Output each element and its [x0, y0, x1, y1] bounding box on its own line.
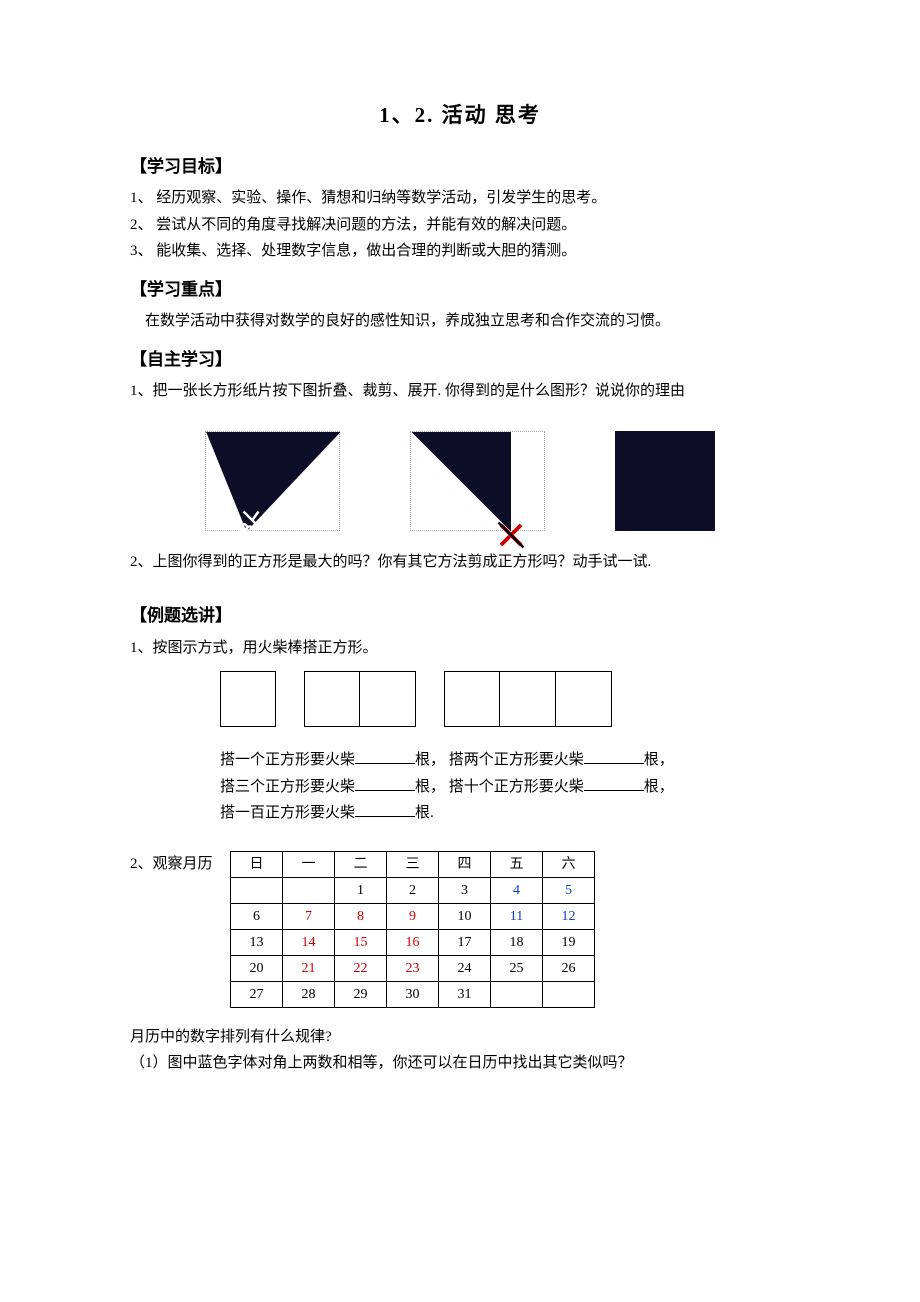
ex1-text: 根， [644, 779, 674, 795]
matchstick-cell [304, 671, 360, 727]
calendar-cell [491, 981, 543, 1007]
calendar-cell: 2 [387, 877, 439, 903]
calendar-cell [283, 877, 335, 903]
calendar-cell: 30 [387, 981, 439, 1007]
calendar-cell: 21 [283, 955, 335, 981]
calendar-cell: 6 [231, 903, 283, 929]
calendar-cell [231, 877, 283, 903]
calendar-header-cell: 五 [491, 851, 543, 877]
fold-figure-1 [205, 431, 340, 531]
heading-goals: 【学习目标】 [130, 154, 790, 180]
matchstick-cell [444, 671, 500, 727]
calendar-subquestion: （1）图中蓝色字体对角上两数和相等，你还可以在日历中找出其它类似吗？ [130, 1052, 790, 1075]
focus-text: 在数学活动中获得对数学的良好的感性知识，养成独立思考和合作交流的习惯。 [130, 310, 790, 333]
matchstick-group [304, 671, 416, 727]
calendar-cell: 7 [283, 903, 335, 929]
ex1-text: 根， 搭十个正方形要火柴 [415, 779, 584, 795]
calendar-header-cell: 日 [231, 851, 283, 877]
calendar-cell [543, 981, 595, 1007]
scissors-icon [496, 520, 526, 550]
ex1-fill-blanks: 搭一个正方形要火柴根， 搭两个正方形要火柴根， 搭三个正方形要火柴根， 搭十个正… [220, 749, 790, 825]
calendar-cell: 22 [335, 955, 387, 981]
self-q1: 1、把一张长方形纸片按下图折叠、裁剪、展开. 你得到的是什么图形？说说你的理由 [130, 380, 790, 403]
ex1-text: 根， [644, 752, 674, 768]
calendar-cell: 23 [387, 955, 439, 981]
calendar-cell: 1 [335, 877, 387, 903]
calendar-cell: 27 [231, 981, 283, 1007]
blank [584, 776, 644, 791]
scissors-icon [236, 504, 266, 534]
calendar-cell: 26 [543, 955, 595, 981]
calendar-cell: 29 [335, 981, 387, 1007]
matchstick-group [220, 671, 276, 727]
calendar-table: 日一二三四五六123456789101112131415161718192021… [230, 851, 595, 1008]
matchstick-cell [360, 671, 416, 727]
calendar-cell: 16 [387, 929, 439, 955]
calendar-cell: 28 [283, 981, 335, 1007]
ex1-text: 根. [415, 805, 434, 821]
calendar-header-cell: 一 [283, 851, 335, 877]
heading-self-study: 【自主学习】 [130, 347, 790, 373]
goal-item: 3、 能收集、选择、处理数字信息，做出合理的判断或大胆的猜测。 [130, 240, 790, 263]
self-q2: 2、上图你得到的正方形是最大的吗？你有其它方法剪成正方形吗？动手试一试. [130, 551, 790, 574]
calendar-header-cell: 六 [543, 851, 595, 877]
ex1-text: 根， 搭两个正方形要火柴 [415, 752, 584, 768]
calendar-cell: 17 [439, 929, 491, 955]
calendar-cell: 25 [491, 955, 543, 981]
blank [355, 776, 415, 791]
blank [355, 749, 415, 764]
document-title: 1、2. 活动 思考 [130, 100, 790, 132]
calendar-cell: 14 [283, 929, 335, 955]
calendar-cell: 15 [335, 929, 387, 955]
calendar-cell: 5 [543, 877, 595, 903]
matchstick-cell [556, 671, 612, 727]
calendar-cell: 20 [231, 955, 283, 981]
goal-item: 1、 经历观察、实验、操作、猜想和归纳等数学活动，引发学生的思考。 [130, 187, 790, 210]
matchstick-group [444, 671, 612, 727]
ex2-intro: 2、观察月历 [130, 851, 230, 876]
fold-figure-2 [410, 431, 545, 531]
goal-item: 2、 尝试从不同的角度寻找解决问题的方法，并能有效的解决问题。 [130, 214, 790, 237]
calendar-cell: 4 [491, 877, 543, 903]
ex1-text: 搭三个正方形要火柴 [220, 779, 355, 795]
ex1-intro: 1、按图示方式，用火柴棒搭正方形。 [130, 637, 790, 660]
calendar-cell: 24 [439, 955, 491, 981]
calendar-cell: 10 [439, 903, 491, 929]
blank [355, 802, 415, 817]
matchstick-cell [500, 671, 556, 727]
calendar-cell: 8 [335, 903, 387, 929]
calendar-header-cell: 三 [387, 851, 439, 877]
blank [584, 749, 644, 764]
fold-figure-3 [615, 431, 715, 531]
calendar-header-cell: 四 [439, 851, 491, 877]
calendar-cell: 31 [439, 981, 491, 1007]
ex1-text: 搭一个正方形要火柴 [220, 752, 355, 768]
calendar-cell: 12 [543, 903, 595, 929]
heading-focus: 【学习重点】 [130, 277, 790, 303]
heading-examples: 【例题选讲】 [130, 603, 790, 629]
calendar-cell: 13 [231, 929, 283, 955]
calendar-cell: 3 [439, 877, 491, 903]
calendar-cell: 19 [543, 929, 595, 955]
calendar-question: 月历中的数字排列有什么规律? [130, 1026, 790, 1049]
calendar-cell: 18 [491, 929, 543, 955]
calendar-cell: 11 [491, 903, 543, 929]
ex1-text: 搭一百正方形要火柴 [220, 805, 355, 821]
matchstick-figures [220, 671, 790, 727]
calendar-cell: 9 [387, 903, 439, 929]
matchstick-cell [220, 671, 276, 727]
fold-figure-row [170, 431, 750, 531]
calendar-header-cell: 二 [335, 851, 387, 877]
